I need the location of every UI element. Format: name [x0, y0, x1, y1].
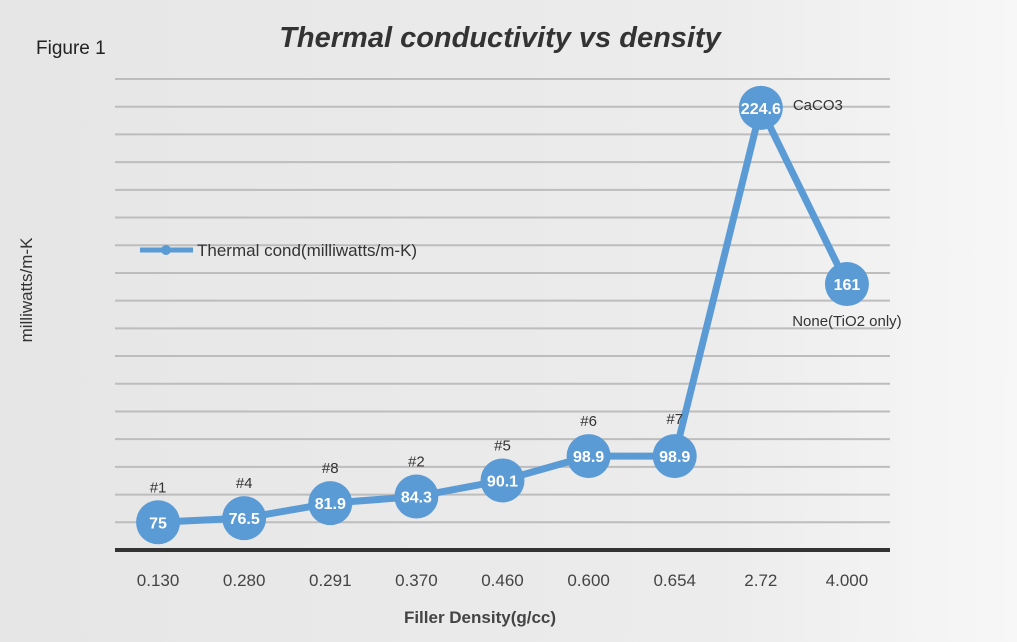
point-annotation: CaCO3	[793, 97, 843, 114]
x-axis-title: Filler Density(g/cc)	[404, 608, 556, 627]
x-tick-label: 0.460	[481, 571, 524, 590]
data-label: 90.1	[487, 473, 518, 490]
x-tick-label: 0.600	[567, 571, 610, 590]
data-label: 98.9	[659, 449, 690, 466]
data-point	[480, 458, 525, 503]
x-tick-label: 0.654	[653, 571, 696, 590]
data-point	[308, 481, 353, 526]
x-tick-label: 0.280	[223, 571, 266, 590]
data-label: 76.5	[229, 511, 260, 528]
x-tick-label: 2.72	[744, 571, 777, 590]
x-tick-label: 4.000	[826, 571, 869, 590]
point-annotation: #1	[150, 479, 167, 496]
data-point	[136, 500, 181, 545]
data-label: 81.9	[315, 496, 346, 513]
legend-marker	[161, 245, 171, 255]
x-tick-label: 0.130	[137, 571, 180, 590]
point-annotation: #5	[494, 437, 511, 454]
data-point	[652, 434, 697, 479]
data-point	[824, 262, 869, 307]
data-label: 224.6	[741, 101, 781, 118]
legend-label: Thermal cond(milliwatts/m-K)	[197, 241, 417, 260]
point-annotation: None(TiO2 only)	[792, 313, 901, 330]
y-axis-title: milliwatts/m-K	[17, 237, 36, 342]
x-tick-label: 0.370	[395, 571, 438, 590]
data-label: 84.3	[401, 490, 432, 507]
data-label: 161	[834, 277, 861, 294]
x-tick-label: 0.291	[309, 571, 352, 590]
point-annotation: #4	[236, 475, 253, 492]
data-label: 98.9	[573, 449, 604, 466]
data-point	[738, 85, 783, 130]
figure-label: Figure 1	[36, 38, 106, 59]
data-point	[566, 434, 611, 479]
chart-title: Thermal conductivity vs density	[279, 22, 721, 54]
point-annotation: #2	[408, 454, 425, 471]
point-annotation: #8	[322, 460, 339, 477]
data-label: 75	[149, 515, 167, 532]
data-point	[222, 496, 267, 541]
data-point	[394, 474, 439, 519]
point-annotation: #7	[666, 411, 683, 428]
point-annotation: #6	[580, 413, 597, 430]
